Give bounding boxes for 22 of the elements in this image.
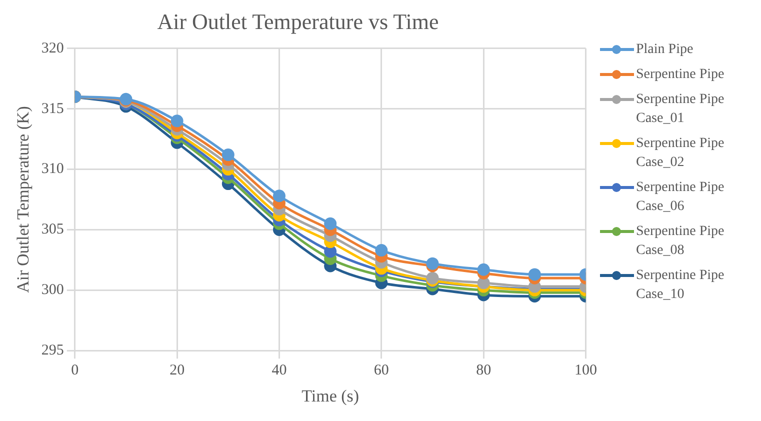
y-tick-label: 300 (41, 282, 64, 298)
x-axis-title: Time (s) (302, 386, 360, 406)
legend-label: Serpentine Pipe Case_10 (636, 267, 726, 304)
x-tick-label: 60 (374, 362, 389, 379)
x-tick-label: 20 (170, 362, 185, 379)
y-tick-label: 320 (41, 40, 64, 56)
y-axis-title: Air Outlet Temperature (K) (14, 106, 33, 293)
legend-label: Serpentine Pipe Case_02 (636, 135, 726, 172)
x-tick-label: 0 (71, 362, 79, 379)
x-tick-label: 80 (476, 362, 492, 379)
y-tick-label: 305 (41, 222, 64, 238)
x-tick-label: 40 (272, 362, 287, 379)
y-tick-label: 315 (41, 100, 64, 117)
chart-title: Air Outlet Temperature vs Time (157, 8, 439, 34)
legend-label: Serpentine Pipe Case_01 (636, 91, 726, 128)
legend-label: Serpentine Pipe Case_08 (636, 223, 726, 260)
x-tick-label: 100 (574, 362, 597, 379)
y-tick-label: 310 (41, 161, 64, 178)
legend-label: Serpentine Pipe (636, 66, 726, 84)
y-tick-label: 295 (41, 342, 64, 359)
legend-label: Plain Pipe (636, 41, 694, 59)
legend-label: Serpentine Pipe Case_06 (636, 179, 726, 216)
